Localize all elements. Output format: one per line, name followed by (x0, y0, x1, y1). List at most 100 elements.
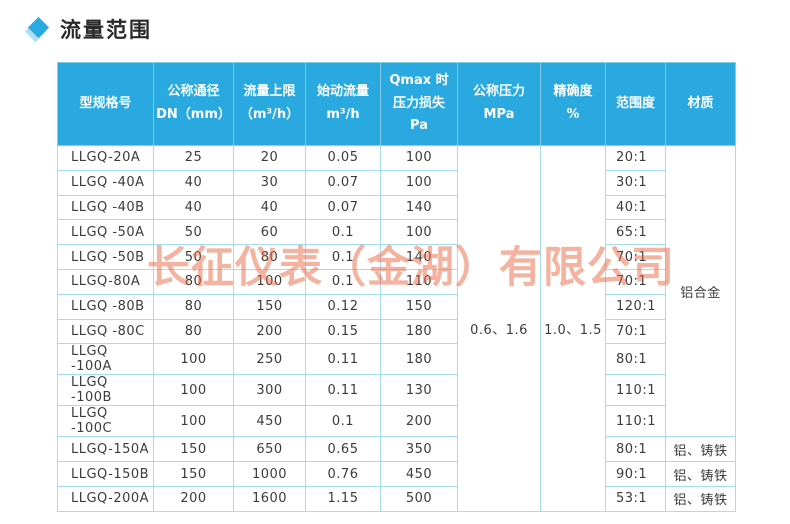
cell-dn: 50 (153, 219, 234, 246)
cell-flow-max: 20 (233, 145, 306, 171)
cell-range: 80:1 (605, 436, 666, 463)
cell-flow-max: 40 (233, 194, 306, 221)
cell-model: LLGQ -40A (57, 169, 154, 196)
cell-flow-max: 80 (233, 244, 306, 270)
cell-flow-max: 1600 (233, 485, 306, 512)
cell-ploss: 350 (380, 436, 458, 463)
table-row: LLGQ-150A 150 650 0.65 350 80:1 铝、铸铁 (57, 436, 736, 463)
cell-material: 铝、铸铁 (665, 485, 736, 512)
cell-dn: 25 (153, 145, 234, 171)
cell-dn: 150 (153, 461, 234, 487)
col-header-range: 范围度 (605, 62, 666, 146)
cell-ploss: 110 (380, 268, 458, 295)
cell-range: 70:1 (605, 268, 666, 295)
cell-flow-start: 0.07 (305, 194, 381, 221)
cell-model: LLGQ-80A (57, 268, 154, 295)
cell-flow-max: 150 (233, 293, 306, 320)
cell-flow-max: 300 (233, 374, 306, 407)
col-header-nominal-pressure: 公称压力 MPa (457, 62, 541, 146)
table-row: LLGQ-20A 25 20 0.05 100 0.6、1.6 1.0、1.5 … (57, 144, 736, 512)
cell-range: 20:1 (605, 145, 666, 171)
col-header-model: 型规格号 (57, 62, 154, 146)
cell-range: 90:1 (605, 461, 666, 487)
table-row: LLGQ -100C 100 450 0.1 200 110:1 (57, 405, 736, 438)
cell-range: 65:1 (605, 219, 666, 246)
cell-nominal-pressure-merged: 0.6、1.6 (457, 145, 541, 512)
cell-model: LLGQ -40B (57, 194, 154, 221)
table-header-row: 型规格号 公称通径 DN（mm） 流量上限 （m³/h） 始动流量 m³/h Qmax… (57, 62, 736, 146)
cell-range: 110:1 (605, 405, 666, 438)
cell-model: LLGQ -100B (57, 374, 154, 407)
cell-material: 铝、铸铁 (665, 436, 736, 463)
cell-model: LLGQ-20A (57, 145, 154, 171)
cell-model: LLGQ-150B (57, 461, 154, 487)
cell-dn: 40 (153, 194, 234, 221)
cell-flow-max: 60 (233, 219, 306, 246)
cell-dn: 80 (153, 318, 234, 345)
cell-flow-max: 650 (233, 436, 306, 463)
cell-range: 110:1 (605, 374, 666, 407)
cell-ploss: 180 (380, 318, 458, 345)
cell-dn: 80 (153, 293, 234, 320)
cell-range: 120:1 (605, 293, 666, 320)
cell-flow-start: 0.05 (305, 145, 381, 171)
cell-flow-start: 0.12 (305, 293, 381, 320)
cell-material: 铝、铸铁 (665, 461, 736, 487)
diamond-icon (24, 16, 50, 43)
table-row: LLGQ-200A 200 1600 1.15 500 53:1 铝、铸铁 (57, 485, 736, 512)
cell-ploss: 450 (380, 461, 458, 487)
flow-range-table: 型规格号 公称通径 DN（mm） 流量上限 （m³/h） 始动流量 m³/h Qmax… (57, 62, 736, 512)
cell-dn: 100 (153, 405, 234, 438)
cell-dn: 100 (153, 343, 234, 376)
col-header-flow-max: 流量上限 （m³/h） (233, 62, 306, 146)
cell-dn: 100 (153, 374, 234, 407)
cell-ploss: 140 (380, 244, 458, 270)
col-header-material: 材质 (665, 62, 736, 146)
cell-model: LLGQ -80C (57, 318, 154, 345)
col-header-pressure-loss: Qmax 时压力损失 Pa (380, 62, 458, 146)
cell-range: 30:1 (605, 169, 666, 196)
cell-material-merged: 铝合金 (665, 144, 736, 438)
table-row: LLGQ -50A 50 60 0.1 100 65:1 (57, 219, 736, 246)
cell-dn: 40 (153, 169, 234, 196)
table-row: LLGQ -100B 100 300 0.11 130 110:1 (57, 374, 736, 407)
cell-flow-start: 0.11 (305, 343, 381, 376)
table-row: LLGQ-150B 150 1000 0.76 450 90:1 铝、铸铁 (57, 461, 736, 487)
col-header-accuracy: 精确度% (540, 62, 606, 146)
cell-ploss: 100 (380, 219, 458, 246)
table-row: LLGQ-80A 80 100 0.1 110 70:1 (57, 268, 736, 295)
cell-ploss: 200 (380, 405, 458, 438)
cell-flow-start: 0.65 (305, 436, 381, 463)
table-row: LLGQ -40B 40 40 0.07 140 40:1 (57, 194, 736, 221)
cell-model: LLGQ -100C (57, 405, 154, 438)
cell-model: LLGQ -100A (57, 343, 154, 376)
cell-ploss: 100 (380, 169, 458, 196)
cell-dn: 150 (153, 436, 234, 463)
cell-ploss: 180 (380, 343, 458, 376)
cell-model: LLGQ -50B (57, 244, 154, 270)
cell-ploss: 130 (380, 374, 458, 407)
cell-accuracy-merged: 1.0、1.5 (540, 145, 606, 512)
cell-model: LLGQ-150A (57, 436, 154, 463)
cell-flow-start: 0.1 (305, 268, 381, 295)
cell-dn: 80 (153, 268, 234, 295)
cell-flow-max: 1000 (233, 461, 306, 487)
cell-flow-start: 0.1 (305, 405, 381, 438)
cell-ploss: 500 (380, 485, 458, 512)
cell-dn: 200 (153, 485, 234, 512)
col-header-dn: 公称通径 DN（mm） (153, 62, 234, 146)
cell-dn: 50 (153, 244, 234, 270)
cell-flow-start: 1.15 (305, 485, 381, 512)
table-row: LLGQ -80C 80 200 0.15 180 70:1 (57, 318, 736, 345)
cell-flow-max: 30 (233, 169, 306, 196)
cell-range: 40:1 (605, 194, 666, 221)
cell-model: LLGQ -80B (57, 293, 154, 320)
cell-flow-start: 0.11 (305, 374, 381, 407)
section-title: 流量范围 (24, 14, 152, 44)
cell-ploss: 140 (380, 194, 458, 221)
cell-flow-start: 0.1 (305, 219, 381, 246)
table-row: LLGQ -80B 80 150 0.12 150 120:1 (57, 293, 736, 320)
cell-range: 80:1 (605, 343, 666, 376)
cell-flow-max: 250 (233, 343, 306, 376)
cell-flow-start: 0.1 (305, 244, 381, 270)
